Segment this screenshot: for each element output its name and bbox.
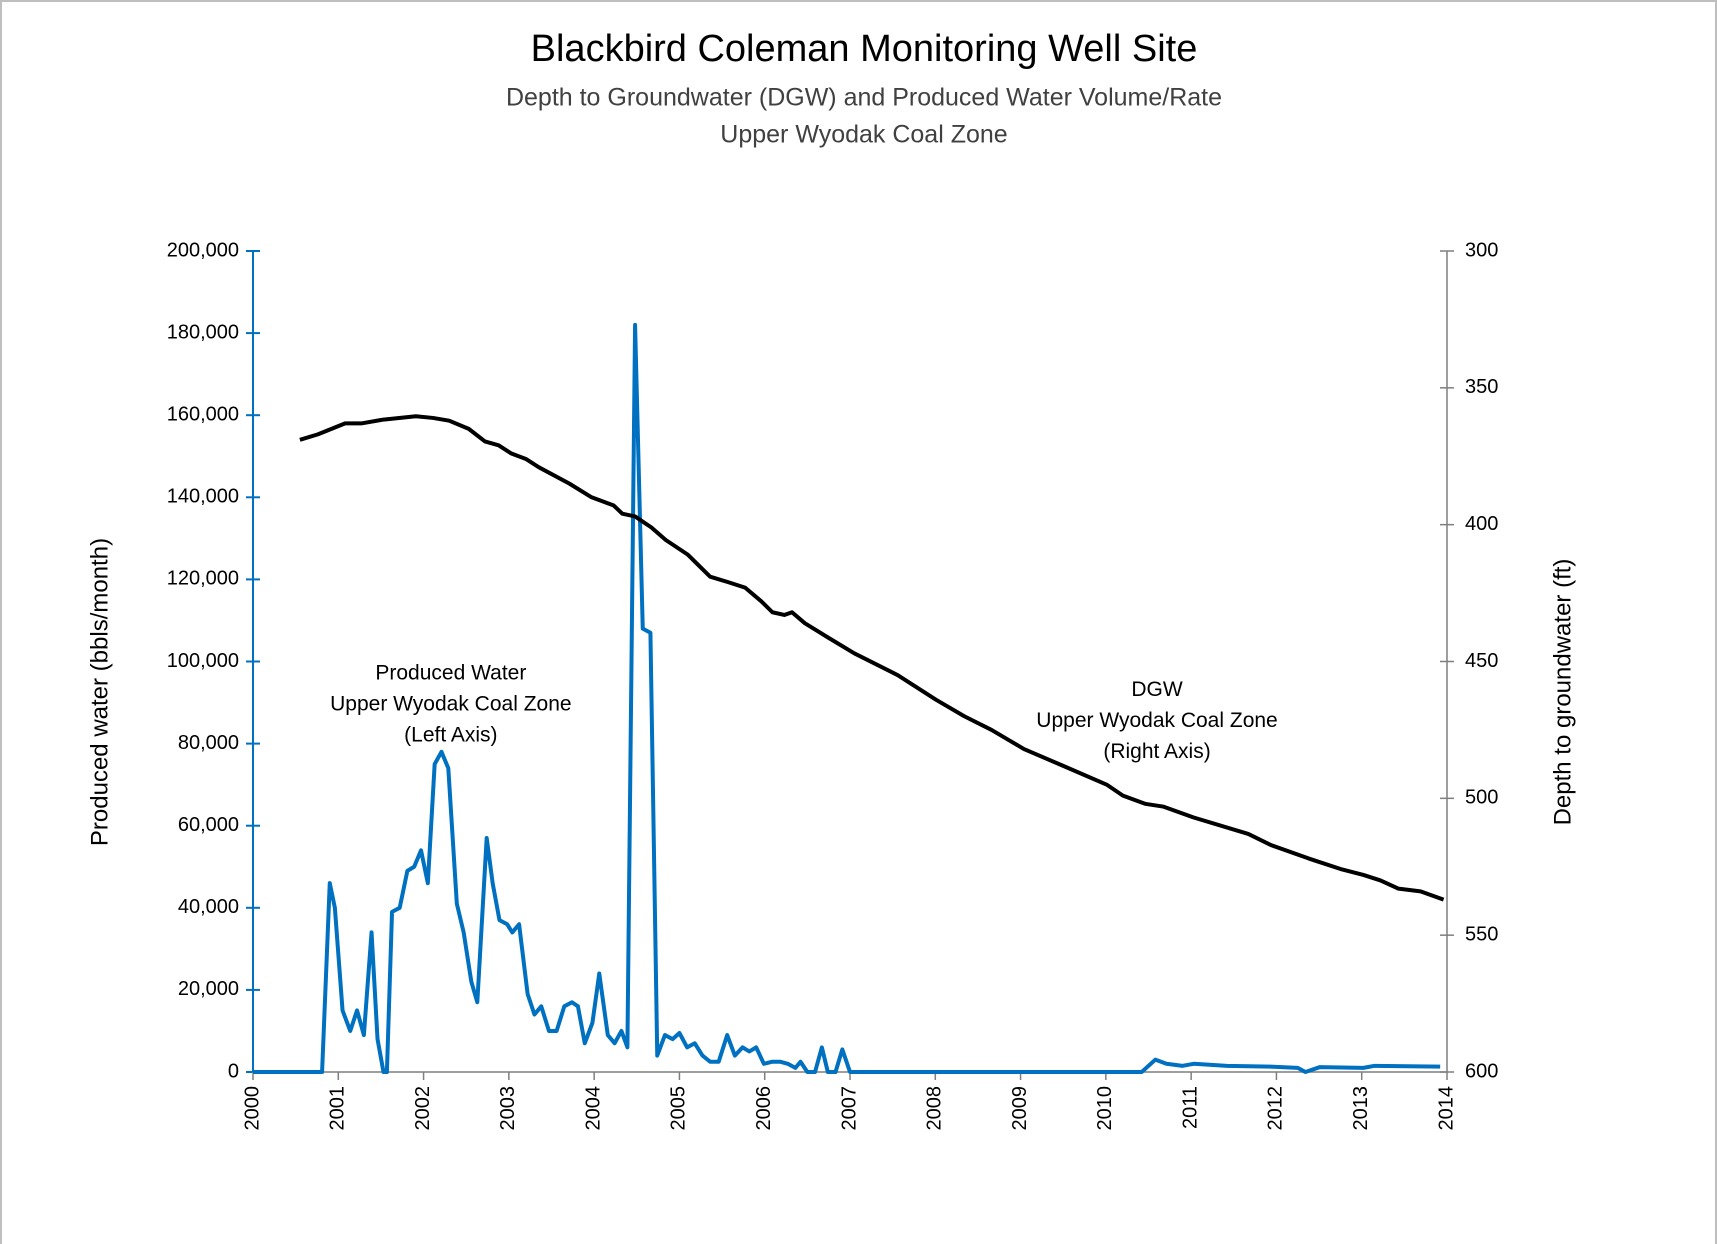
y-tick-label: 140,000 <box>167 486 239 508</box>
x-tick-label: 2000 <box>241 1086 263 1131</box>
x-tick-label: 2006 <box>753 1086 775 1131</box>
annotation: (Left Axis) <box>404 723 497 746</box>
annotation: Upper Wyodak Coal Zone <box>1036 709 1277 732</box>
y-tick-label: 0 <box>228 1060 239 1082</box>
y2-tick-label: 350 <box>1465 376 1498 398</box>
y-tick-label: 160,000 <box>167 403 239 425</box>
annotation: Upper Wyodak Coal Zone <box>330 692 571 715</box>
x-tick-label: 2012 <box>1265 1086 1287 1131</box>
x-tick-label: 2013 <box>1350 1086 1372 1131</box>
y-axis-label: Produced water (bbls/month) <box>86 538 113 846</box>
x-tick-label: 2001 <box>327 1086 349 1131</box>
x-tick-label: 2007 <box>838 1086 860 1131</box>
y2-tick-label: 500 <box>1465 787 1498 809</box>
y2-tick-label: 600 <box>1465 1060 1498 1082</box>
annotation: (Right Axis) <box>1103 740 1210 763</box>
x-tick-label: 2005 <box>668 1086 690 1131</box>
y-tick-label: 80,000 <box>178 732 239 754</box>
y2-axis-label: Depth to groundwater (ft) <box>1549 559 1576 826</box>
y2-tick-label: 450 <box>1465 650 1498 672</box>
y2-tick-label: 300 <box>1465 239 1498 261</box>
annotation: DGW <box>1131 678 1183 701</box>
x-tick-label: 2011 <box>1179 1086 1201 1129</box>
x-tick-label: 2004 <box>582 1086 604 1131</box>
y-tick-label: 20,000 <box>178 978 239 1000</box>
chart-subtitle: Depth to Groundwater (DGW) and Produced … <box>506 84 1222 112</box>
y-tick-label: 60,000 <box>178 814 239 836</box>
y2-tick-label: 400 <box>1465 513 1498 535</box>
data-line <box>253 322 1441 1074</box>
chart-title: Blackbird Coleman Monitoring Well Site <box>531 28 1198 70</box>
chart-subtitle: Upper Wyodak Coal Zone <box>720 121 1007 149</box>
y-tick-label: 180,000 <box>167 321 239 343</box>
y-tick-label: 40,000 <box>178 896 239 918</box>
y-tick-label: 200,000 <box>167 239 239 261</box>
data-line <box>299 414 1445 902</box>
y2-tick-label: 550 <box>1465 923 1498 945</box>
x-tick-label: 2009 <box>1009 1086 1031 1131</box>
x-tick-label: 2008 <box>924 1086 946 1131</box>
annotation: Produced Water <box>375 661 526 684</box>
x-tick-label: 2014 <box>1435 1086 1457 1131</box>
x-tick-label: 2003 <box>497 1086 519 1131</box>
x-tick-label: 2002 <box>412 1086 434 1131</box>
y-tick-label: 100,000 <box>167 650 239 672</box>
y-tick-label: 120,000 <box>167 568 239 590</box>
x-tick-label: 2010 <box>1094 1086 1116 1131</box>
